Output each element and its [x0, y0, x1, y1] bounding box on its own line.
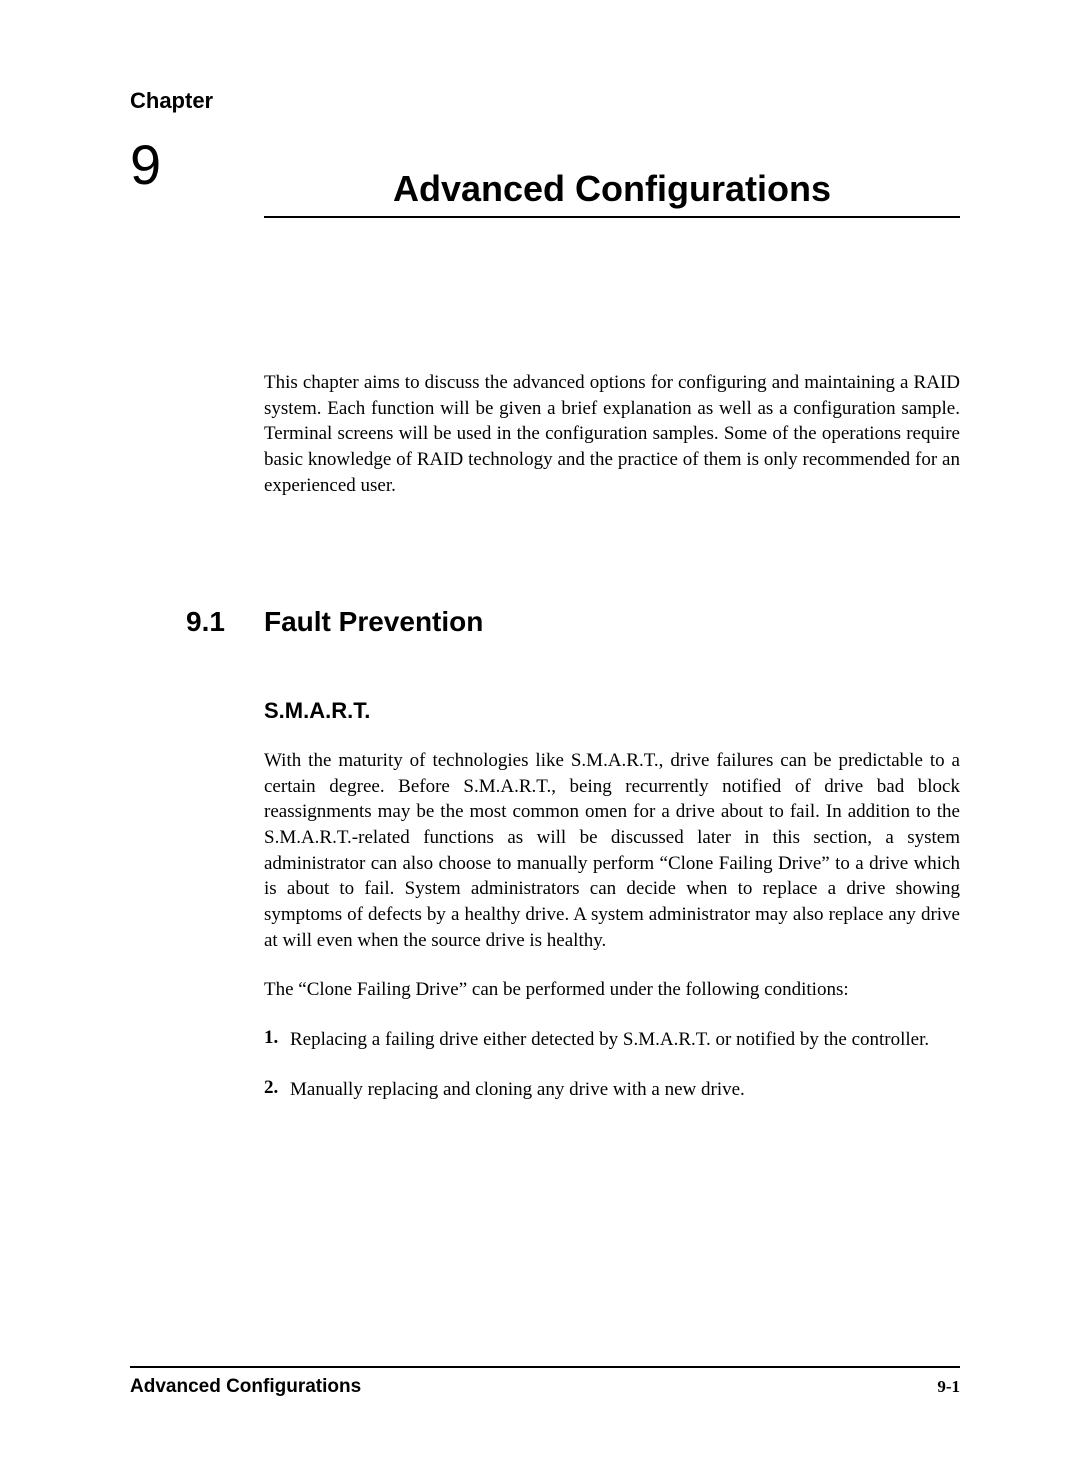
body-paragraph-1: With the maturity of technologies like S… — [264, 748, 960, 953]
list-item-number: 1. — [264, 1027, 290, 1053]
chapter-title: Advanced Configurations — [264, 168, 960, 218]
ordered-list: 1. Replacing a failing drive either dete… — [264, 1027, 960, 1102]
chapter-header: 9 Advanced Configurations — [130, 122, 960, 218]
body-paragraph-2: The “Clone Failing Drive” can be perform… — [264, 977, 960, 1003]
subsection-title: S.M.A.R.T. — [264, 698, 960, 724]
list-item-text: Replacing a failing drive either detecte… — [290, 1027, 929, 1053]
section-title: Fault Prevention — [264, 606, 483, 638]
intro-paragraph: This chapter aims to discuss the advance… — [264, 370, 960, 498]
chapter-title-container: Advanced Configurations — [264, 122, 960, 218]
chapter-number: 9 — [130, 122, 264, 193]
list-item: 2. Manually replacing and cloning any dr… — [264, 1077, 960, 1103]
page-content: Chapter 9 Advanced Configurations This c… — [0, 0, 1080, 1102]
page-footer: Advanced Configurations 9-1 — [130, 1366, 960, 1398]
list-item: 1. Replacing a failing drive either dete… — [264, 1027, 960, 1053]
section-header: 9.1 Fault Prevention — [186, 606, 960, 638]
section-number: 9.1 — [186, 606, 264, 638]
list-item-text: Manually replacing and cloning any drive… — [290, 1077, 745, 1103]
list-item-number: 2. — [264, 1077, 290, 1103]
footer-title: Advanced Configurations — [130, 1376, 361, 1398]
footer-page-number: 9-1 — [937, 1377, 960, 1397]
chapter-label: Chapter — [130, 88, 960, 114]
